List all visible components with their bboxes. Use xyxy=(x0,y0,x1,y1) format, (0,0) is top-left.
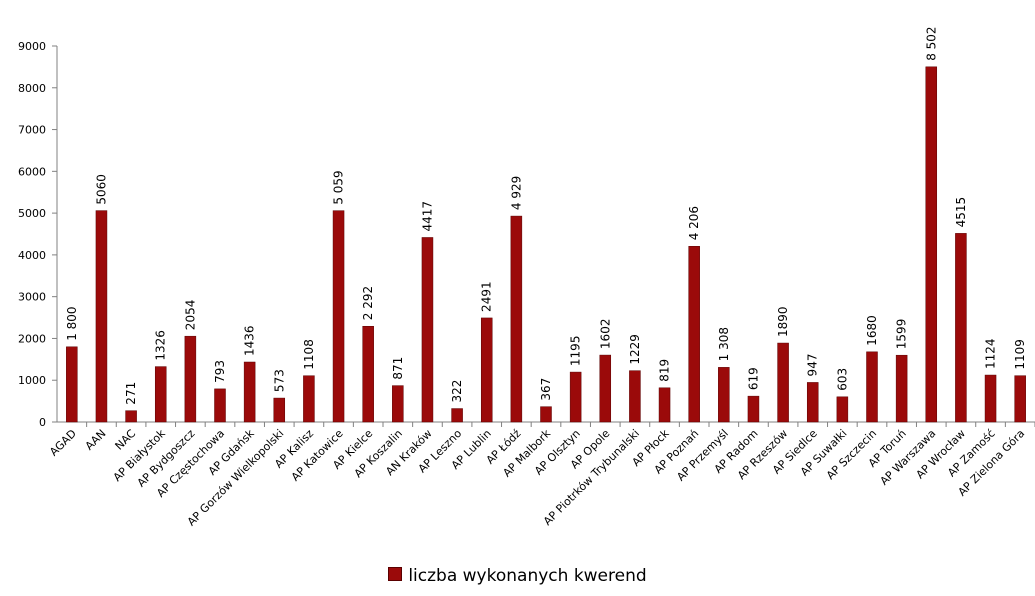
legend: liczba wykonanych kwerend xyxy=(0,566,1035,586)
bar xyxy=(955,233,967,423)
bar xyxy=(214,388,226,423)
data-label: 271 xyxy=(124,382,138,405)
data-label: 2054 xyxy=(183,300,197,331)
bar xyxy=(184,335,197,423)
bar xyxy=(421,237,434,423)
data-label: 322 xyxy=(450,380,464,403)
y-tick-label: 1000 xyxy=(18,374,46,387)
bar xyxy=(599,354,612,423)
bar xyxy=(1014,375,1026,423)
bar xyxy=(540,406,552,423)
data-label: 1602 xyxy=(598,319,612,350)
data-label: 5060 xyxy=(94,174,108,205)
bar xyxy=(332,210,345,423)
bar xyxy=(836,396,849,423)
y-tick-label: 5000 xyxy=(18,207,46,220)
y-tick-label: 7000 xyxy=(18,124,46,137)
data-label: 1599 xyxy=(895,319,909,350)
data-label: 2491 xyxy=(480,281,494,312)
bar xyxy=(392,385,404,423)
data-label: 5 059 xyxy=(332,170,346,204)
category-label: AGAD xyxy=(47,427,79,459)
data-label: 4515 xyxy=(954,197,968,228)
y-tick-label: 8000 xyxy=(18,82,46,95)
bar xyxy=(777,342,789,423)
bar xyxy=(895,354,908,423)
data-label: 947 xyxy=(806,354,820,377)
y-tick-label: 4000 xyxy=(18,249,46,262)
bar xyxy=(688,246,700,423)
data-label: 819 xyxy=(658,359,672,382)
data-label: 1 308 xyxy=(717,327,731,361)
bar xyxy=(125,410,137,423)
data-label: 1195 xyxy=(569,336,583,367)
legend-label: liczba wykonanych kwerend xyxy=(408,566,647,586)
data-label: 1229 xyxy=(628,334,642,365)
bar xyxy=(451,408,463,423)
bar xyxy=(658,387,671,423)
y-tick-label: 0 xyxy=(39,416,46,429)
legend-swatch xyxy=(388,567,403,581)
y-tick-label: 9000 xyxy=(18,40,46,53)
bar xyxy=(806,382,819,423)
data-label: 1124 xyxy=(984,338,998,369)
bar xyxy=(510,215,523,423)
data-label: 4 929 xyxy=(509,176,523,210)
bar xyxy=(243,361,256,423)
bar xyxy=(569,371,582,423)
bar xyxy=(747,395,760,423)
data-label: 619 xyxy=(746,367,760,390)
data-label: 367 xyxy=(539,378,553,401)
bar xyxy=(984,374,997,423)
y-tick-label: 3000 xyxy=(18,291,46,304)
data-label: 1 800 xyxy=(65,306,79,340)
data-label: 573 xyxy=(272,369,286,392)
bar xyxy=(154,366,167,423)
data-label: 4 206 xyxy=(687,206,701,240)
y-tick-label: 2000 xyxy=(18,332,46,345)
bar xyxy=(866,351,878,423)
data-label: 1890 xyxy=(776,306,790,337)
category-label: NAC xyxy=(113,427,139,453)
bar xyxy=(303,375,315,423)
data-label: 1109 xyxy=(1013,339,1027,370)
data-label: 1436 xyxy=(243,325,257,356)
data-label: 2 292 xyxy=(361,286,375,320)
bar xyxy=(95,210,108,423)
data-label: 1326 xyxy=(154,330,168,361)
data-label: 603 xyxy=(835,368,849,391)
bar xyxy=(273,397,286,423)
category-label: AAN xyxy=(83,427,109,453)
bar xyxy=(718,367,730,423)
data-label: 8 502 xyxy=(924,26,938,60)
bar xyxy=(925,66,938,423)
y-tick-label: 6000 xyxy=(18,165,46,178)
data-label: 4417 xyxy=(420,201,434,232)
bar xyxy=(66,346,78,423)
data-label: 871 xyxy=(391,357,405,380)
data-label: 1680 xyxy=(865,315,879,346)
bar xyxy=(362,325,374,423)
bar xyxy=(629,370,641,423)
data-label: 1108 xyxy=(302,339,316,370)
bar xyxy=(480,317,493,423)
data-label: 793 xyxy=(213,360,227,383)
